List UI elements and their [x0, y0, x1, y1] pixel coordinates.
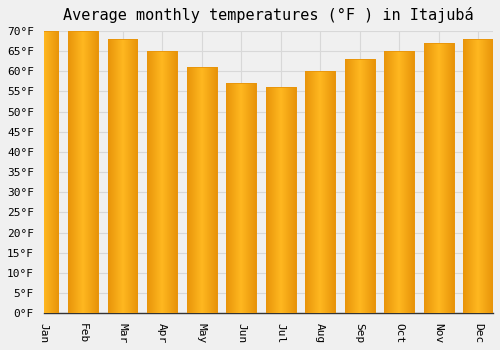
Bar	[424, 43, 454, 313]
Bar	[187, 67, 216, 313]
Title: Average monthly temperatures (°F ) in Itajubá: Average monthly temperatures (°F ) in It…	[63, 7, 474, 23]
Bar	[226, 83, 256, 313]
Bar	[306, 71, 335, 313]
Bar	[345, 59, 374, 313]
Bar	[424, 43, 454, 313]
Bar	[187, 67, 216, 313]
Bar	[345, 59, 374, 313]
Bar	[148, 51, 177, 313]
Bar	[68, 31, 98, 313]
Bar	[384, 51, 414, 313]
Bar	[464, 39, 493, 313]
Bar	[266, 88, 296, 313]
Bar	[226, 83, 256, 313]
Bar	[266, 88, 296, 313]
Bar	[306, 71, 335, 313]
Bar	[108, 39, 138, 313]
Bar	[464, 39, 493, 313]
Bar	[29, 31, 58, 313]
Bar	[148, 51, 177, 313]
Bar	[384, 51, 414, 313]
Bar	[108, 39, 138, 313]
Bar	[29, 31, 58, 313]
Bar	[68, 31, 98, 313]
